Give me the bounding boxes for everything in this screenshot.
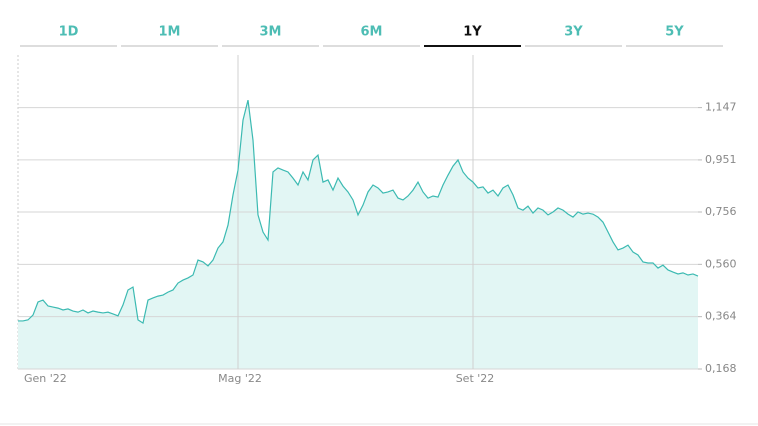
y-tick-label: 0,951: [705, 153, 737, 166]
y-tick-label: 0,168: [705, 362, 737, 375]
y-tick-label: 1,147: [705, 101, 737, 114]
area-fill: [18, 100, 698, 370]
tab[interactable]: 1Y: [463, 25, 482, 40]
y-tick-label: 0,364: [705, 310, 737, 323]
x-tick-label: Mag '22: [218, 372, 262, 385]
tab[interactable]: 1M: [159, 25, 181, 40]
x-tick-label: Gen '22: [24, 372, 67, 385]
tab[interactable]: 3M: [260, 25, 282, 40]
tab[interactable]: 5Y: [665, 25, 684, 40]
x-tick-label: Set '22: [456, 372, 495, 385]
y-tick-label: 0,756: [705, 205, 737, 218]
tab[interactable]: 1D: [59, 25, 79, 40]
tab[interactable]: 6M: [361, 25, 383, 40]
tab[interactable]: 3Y: [564, 25, 583, 40]
line: [18, 99, 699, 325]
y-tick-label: 0,560: [705, 257, 737, 270]
